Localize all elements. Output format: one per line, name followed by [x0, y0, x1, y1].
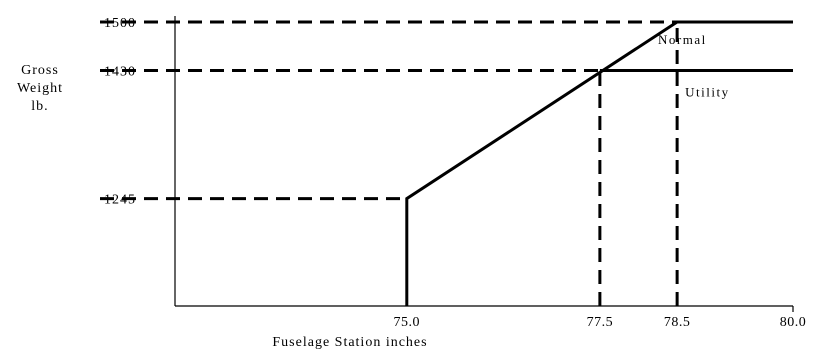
x-axis-label: Fuselage Station inches [272, 335, 428, 350]
y-tick-label: 1500 [104, 16, 136, 31]
x-tick-label: 77.5 [587, 315, 614, 330]
y-tick-label: 1245 [104, 193, 136, 208]
series-label-utility: Utility [685, 84, 729, 99]
x-tick-label: 75.0 [394, 315, 421, 330]
y-axis-label-line: Gross [21, 63, 59, 78]
series-line-normal [405, 20, 793, 306]
y-axis-label-line: Weight [16, 81, 64, 96]
x-tick-label: 78.5 [664, 315, 691, 330]
y-tick-label: 1430 [104, 64, 136, 79]
series-label-normal: Normal [658, 32, 707, 47]
x-tick-label: 80.0 [780, 315, 807, 330]
y-axis-label-line: lb. [31, 99, 49, 114]
y-axis-label: Gross Weight lb. [10, 62, 70, 116]
